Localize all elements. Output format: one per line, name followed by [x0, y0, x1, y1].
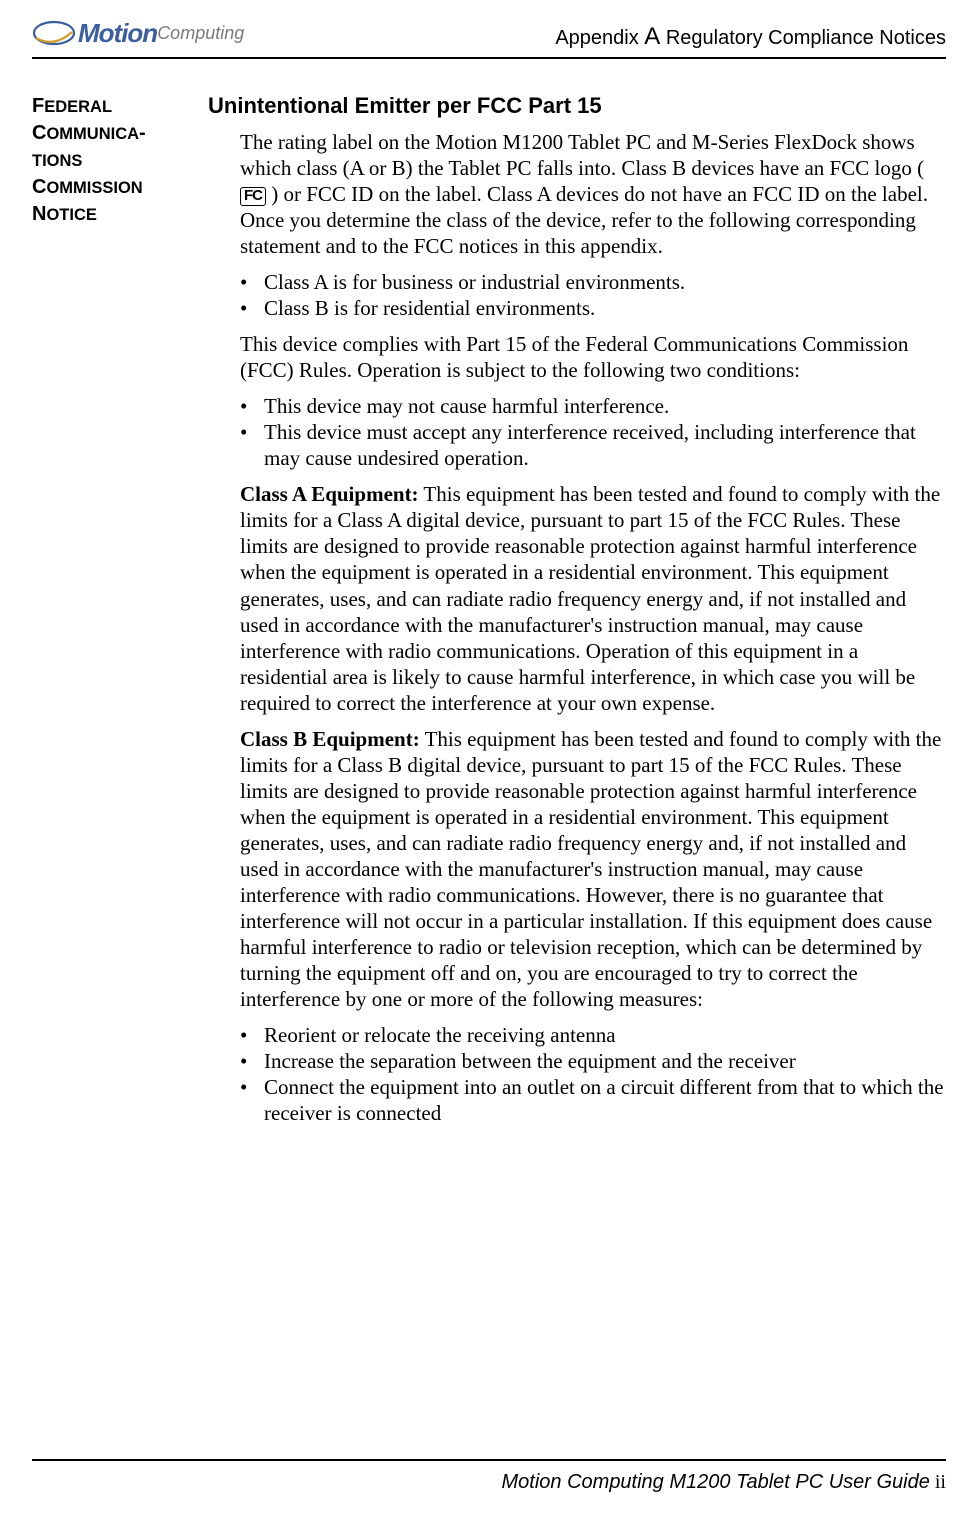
body-content: The rating label on the Motion M1200 Tab…	[240, 129, 946, 1126]
list-item: Class A is for business or industrial en…	[240, 269, 946, 295]
logo-swoosh-icon	[32, 18, 76, 53]
header-appendix-title: Appendix A Regulatory Compliance Notices	[555, 23, 946, 51]
sidebar: FEDERAL COMMUNICA- TIONS COMMISSION NOTI…	[32, 93, 208, 228]
class-a-paragraph: Class A Equipment: This equipment has be…	[240, 481, 946, 715]
condition-bullet-list: This device may not cause harmful interf…	[240, 393, 946, 471]
list-item: This device may not cause harmful interf…	[240, 393, 946, 419]
list-item: Class B is for residential environments.	[240, 295, 946, 321]
class-b-paragraph: Class B Equipment: This equipment has be…	[240, 726, 946, 1012]
compliance-paragraph: This device complies with Part 15 of the…	[240, 331, 946, 383]
header-rule	[32, 57, 946, 59]
page-header: Motion Computing Appendix A Regulatory C…	[32, 16, 946, 51]
class-a-label: Class A Equipment:	[240, 482, 419, 506]
sidebar-heading: FEDERAL COMMUNICA- TIONS COMMISSION NOTI…	[32, 93, 198, 228]
measures-bullet-list: Reorient or relocate the receiving anten…	[240, 1022, 946, 1126]
intro-paragraph: The rating label on the Motion M1200 Tab…	[240, 129, 946, 259]
main-column: Unintentional Emitter per FCC Part 15 Th…	[208, 93, 946, 1136]
list-item: Reorient or relocate the receiving anten…	[240, 1022, 946, 1048]
list-item: Connect the equipment into an outlet on …	[240, 1074, 946, 1126]
logo: Motion Computing	[32, 16, 244, 51]
class-b-label: Class B Equipment:	[240, 727, 420, 751]
logo-text-motion: Motion	[78, 18, 157, 49]
fcc-logo-icon: FC	[240, 187, 266, 206]
logo-text-computing: Computing	[157, 23, 244, 44]
footer-text: Motion Computing M1200 Tablet PC User Gu…	[32, 1471, 946, 1494]
class-bullet-list: Class A is for business or industrial en…	[240, 269, 946, 321]
page-number: ii	[930, 1471, 946, 1493]
content-area: FEDERAL COMMUNICA- TIONS COMMISSION NOTI…	[32, 93, 946, 1136]
list-item: This device must accept any interference…	[240, 419, 946, 471]
list-item: Increase the separation between the equi…	[240, 1048, 946, 1074]
footer-rule	[32, 1459, 946, 1461]
section-title: Unintentional Emitter per FCC Part 15	[208, 93, 946, 119]
page-footer: Motion Computing M1200 Tablet PC User Gu…	[32, 1459, 946, 1494]
